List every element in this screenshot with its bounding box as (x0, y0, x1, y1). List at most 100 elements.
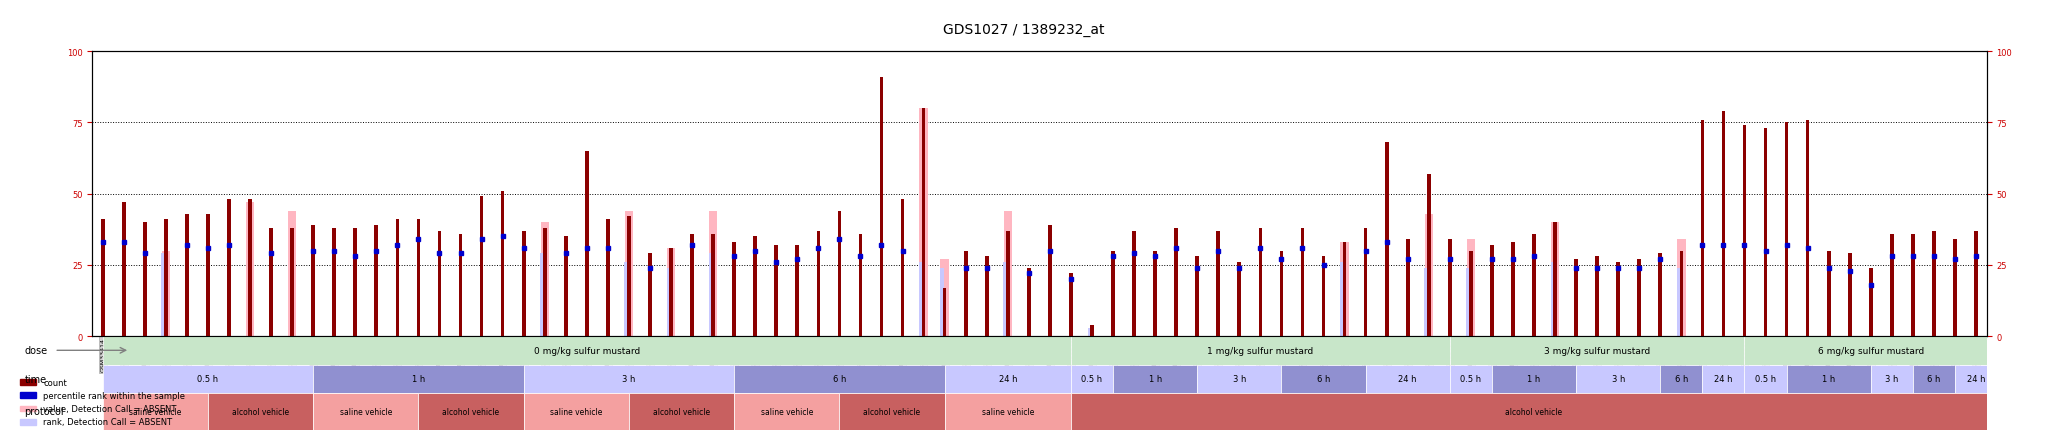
Bar (1049, 225, 1053, 336)
Bar (774, 245, 778, 336)
Bar (709, 254, 713, 336)
Text: saline vehicle: saline vehicle (551, 407, 602, 416)
Bar (1552, 223, 1556, 336)
Bar (1339, 263, 1343, 336)
Text: 3 h: 3 h (1233, 375, 1245, 383)
Bar (1745, 336, 1997, 365)
Text: 3 h: 3 h (1884, 375, 1898, 383)
Bar (1677, 268, 1681, 336)
Bar (1321, 256, 1325, 336)
Bar (922, 109, 926, 336)
Bar (164, 220, 168, 336)
Bar (209, 393, 313, 430)
Bar (920, 263, 924, 336)
Text: 0.5 h: 0.5 h (1081, 375, 1102, 383)
Bar (1702, 365, 1745, 393)
Bar (1071, 365, 1112, 393)
Bar (944, 393, 1071, 430)
Text: alcohol vehicle: alcohol vehicle (864, 407, 922, 416)
Bar (1911, 234, 1915, 336)
Bar (901, 200, 905, 336)
Bar (940, 268, 944, 336)
Bar (1466, 268, 1470, 336)
Bar (1026, 268, 1030, 336)
Bar (1384, 143, 1389, 336)
Bar (1491, 365, 1577, 393)
Bar (1090, 325, 1094, 336)
Bar (311, 225, 315, 336)
Bar (268, 228, 272, 336)
Text: 6 h: 6 h (1675, 375, 1688, 383)
Bar (858, 234, 862, 336)
Text: 0.5 h: 0.5 h (197, 375, 219, 383)
Bar (479, 197, 483, 336)
Text: 0 mg/kg sulfur mustard: 0 mg/kg sulfur mustard (535, 346, 639, 355)
Bar (289, 211, 297, 336)
Bar (711, 234, 715, 336)
Bar (1339, 243, 1350, 336)
Bar (817, 231, 819, 336)
Bar (1217, 231, 1221, 336)
Bar (1004, 211, 1012, 336)
Bar (1112, 251, 1114, 336)
Bar (1806, 120, 1810, 336)
Text: 0.5 h: 0.5 h (1755, 375, 1776, 383)
Text: saline vehicle: saline vehicle (760, 407, 813, 416)
Bar (965, 251, 967, 336)
Bar (1071, 336, 1450, 365)
Bar (733, 243, 735, 336)
Bar (102, 365, 313, 393)
Bar (1784, 123, 1788, 336)
Bar (754, 237, 758, 336)
Text: 1 h: 1 h (412, 375, 426, 383)
Bar (1282, 365, 1366, 393)
Bar (1198, 365, 1282, 393)
Bar (606, 220, 610, 336)
Bar (1491, 245, 1493, 336)
Text: 3 h: 3 h (1612, 375, 1624, 383)
Bar (1300, 228, 1305, 336)
Bar (227, 200, 231, 336)
Bar (1112, 365, 1198, 393)
Bar (313, 365, 524, 393)
Bar (586, 151, 588, 336)
Bar (354, 228, 356, 336)
Bar (1280, 251, 1284, 336)
Bar (375, 225, 379, 336)
Bar (162, 254, 166, 336)
Bar (1153, 251, 1157, 336)
Bar (248, 200, 252, 336)
Text: 6 h: 6 h (1317, 375, 1331, 383)
Bar (1616, 263, 1620, 336)
Bar (647, 254, 651, 336)
Bar (1405, 240, 1409, 336)
Bar (1595, 256, 1599, 336)
Bar (625, 211, 633, 336)
Bar (541, 223, 549, 336)
Bar (207, 214, 209, 336)
Bar (629, 393, 733, 430)
Bar (543, 228, 547, 336)
Bar (940, 260, 948, 336)
Bar (1913, 365, 1956, 393)
Bar (1260, 228, 1262, 336)
Text: 1 h: 1 h (1823, 375, 1835, 383)
Bar (524, 393, 629, 430)
Bar (1661, 365, 1702, 393)
Bar (1763, 129, 1767, 336)
Bar (1827, 251, 1831, 336)
Bar (1450, 365, 1491, 393)
Text: time: time (25, 374, 47, 384)
Bar (1577, 365, 1661, 393)
Bar (670, 248, 674, 336)
Bar (1974, 231, 1978, 336)
Bar (102, 393, 209, 430)
Bar (690, 234, 694, 336)
Bar (1174, 228, 1178, 336)
Bar (524, 365, 733, 393)
Bar (985, 256, 989, 336)
Text: 6 h: 6 h (834, 375, 846, 383)
Bar (1364, 228, 1368, 336)
Bar (625, 263, 629, 336)
Text: 3 h: 3 h (623, 375, 635, 383)
